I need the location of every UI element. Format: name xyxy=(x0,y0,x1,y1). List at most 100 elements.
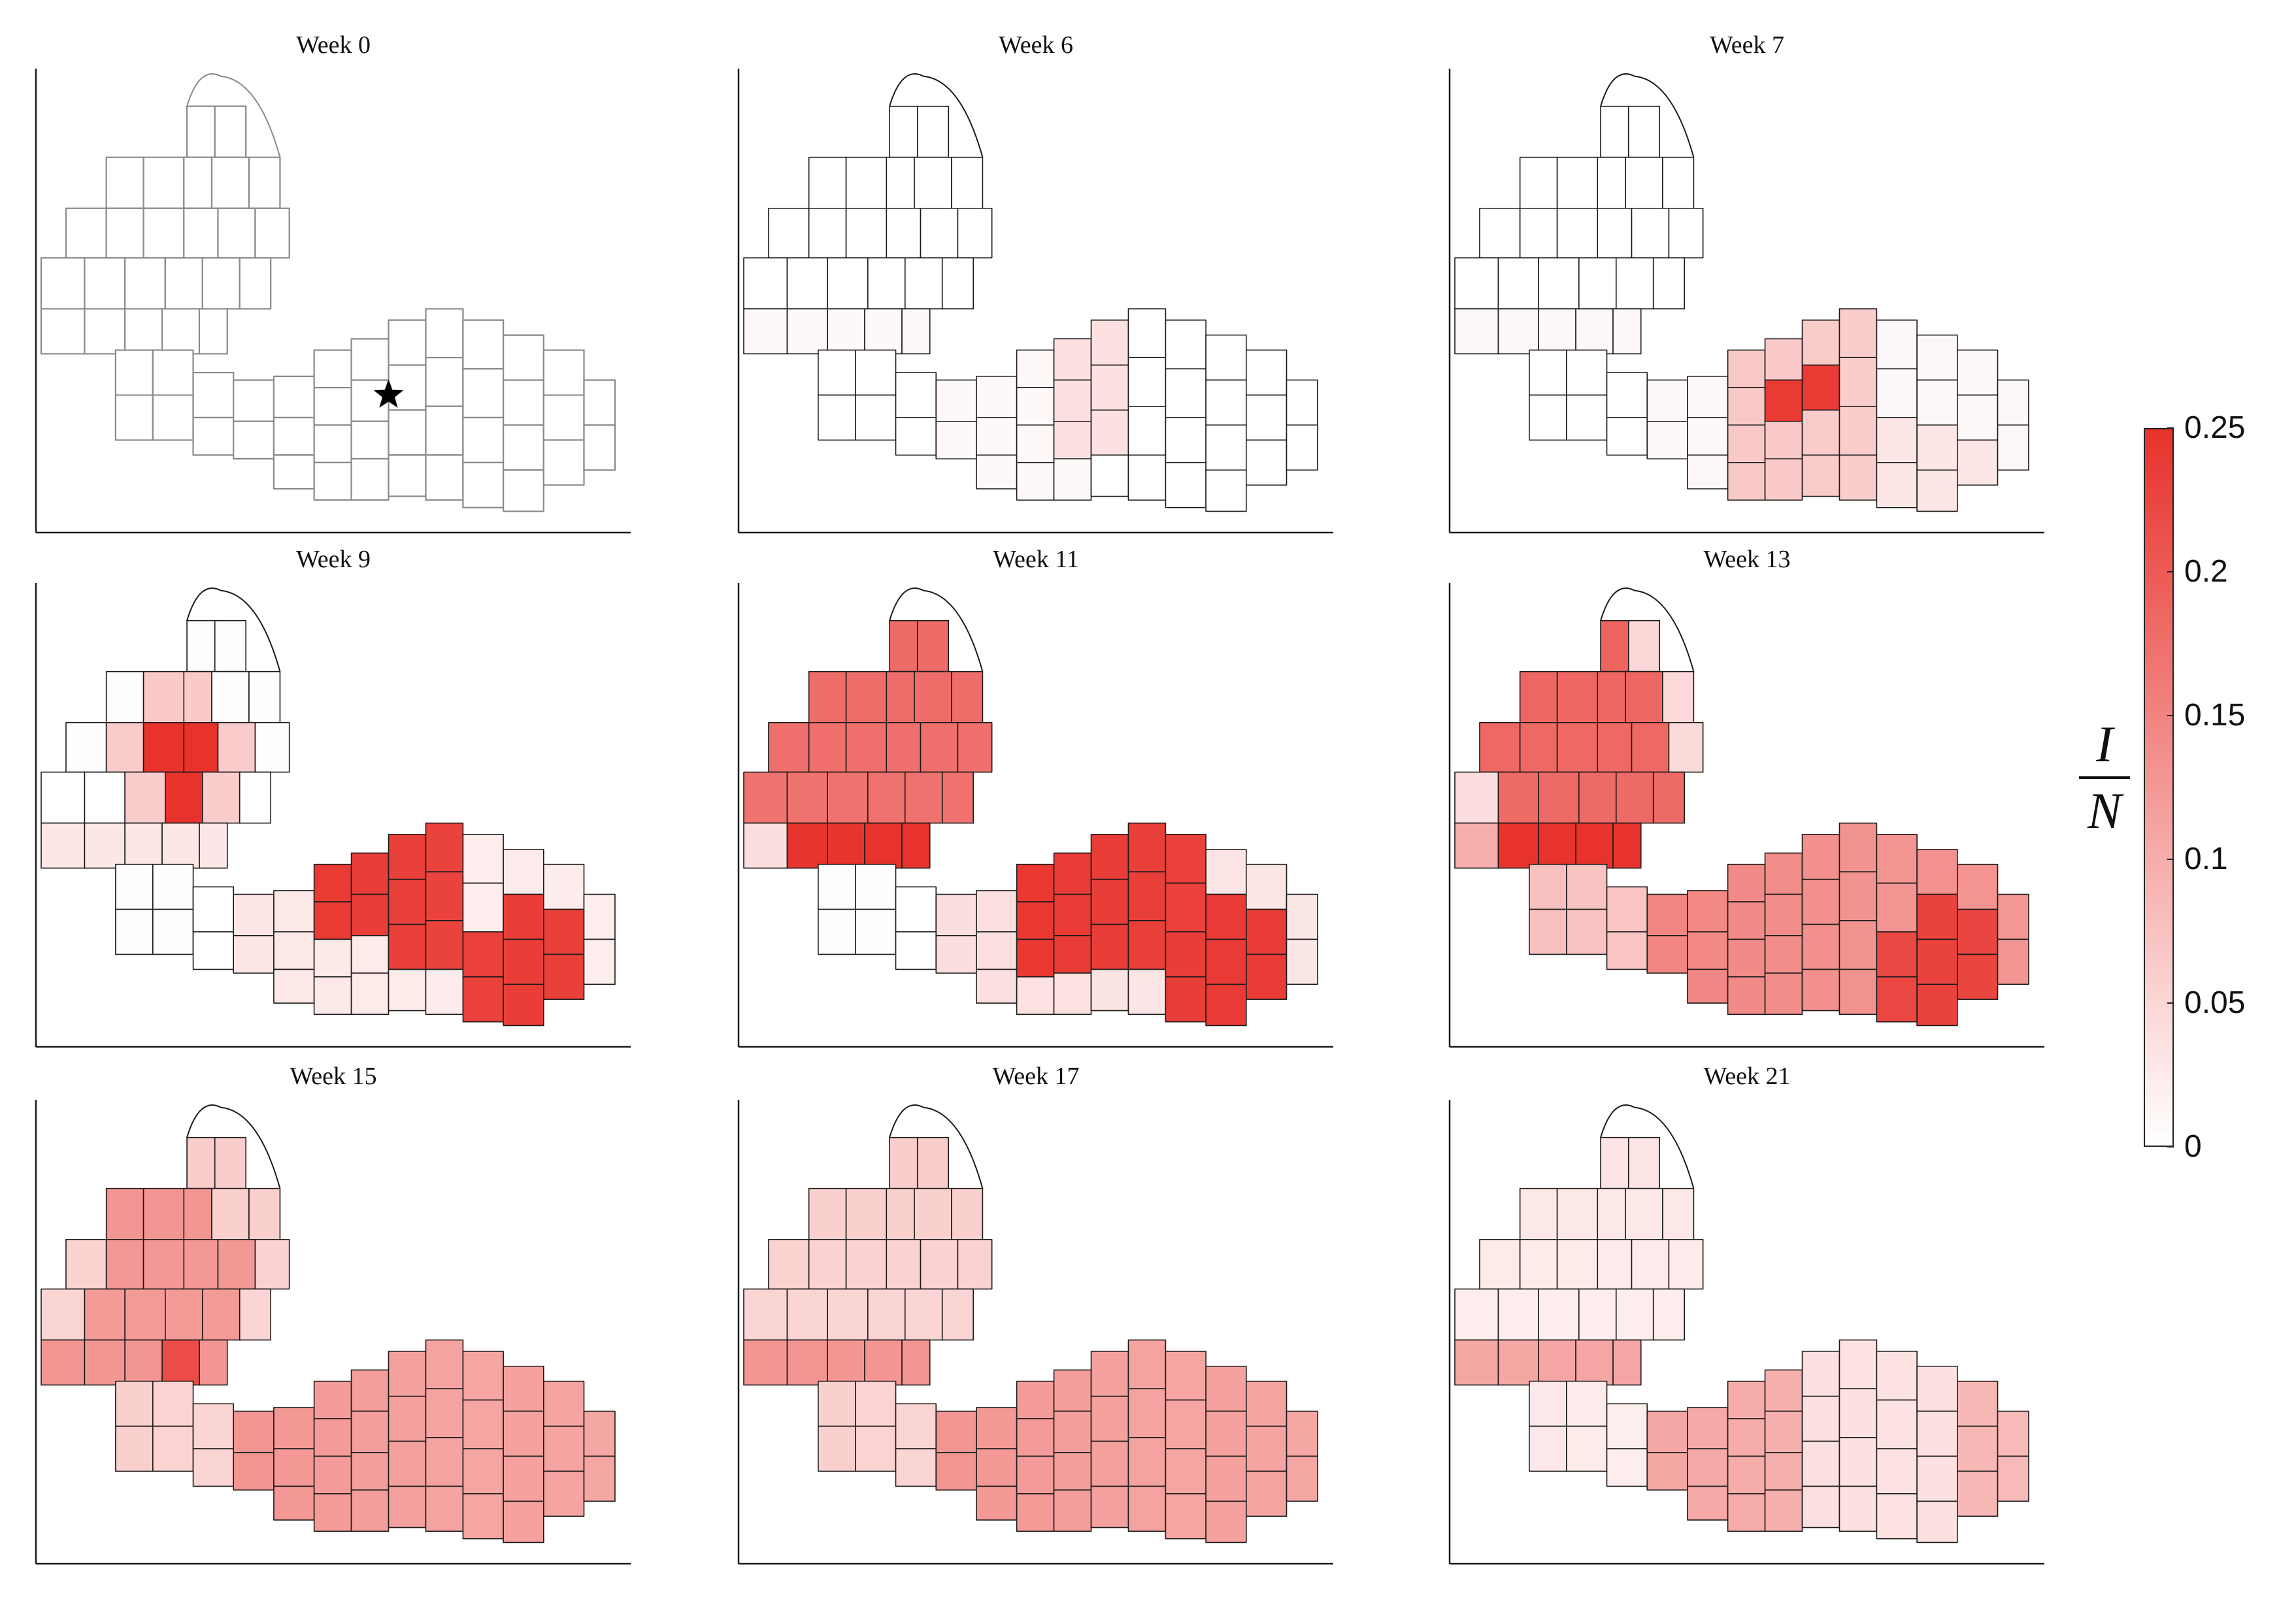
county xyxy=(743,308,788,355)
county xyxy=(845,1187,888,1240)
county xyxy=(1957,439,1999,486)
county xyxy=(1205,848,1247,895)
county-map xyxy=(737,583,1333,1048)
county xyxy=(313,938,352,978)
county xyxy=(273,375,315,419)
county xyxy=(1876,931,1918,978)
county xyxy=(583,1455,616,1502)
county xyxy=(183,1187,212,1240)
county xyxy=(768,207,810,259)
county xyxy=(105,721,144,773)
county xyxy=(543,953,585,1000)
county xyxy=(115,1380,154,1427)
county xyxy=(583,424,616,471)
county xyxy=(425,1485,464,1532)
county xyxy=(1957,953,1999,1000)
county xyxy=(1519,721,1558,773)
county xyxy=(1876,1399,1918,1449)
county xyxy=(743,822,788,869)
county xyxy=(388,833,427,880)
county xyxy=(1876,1493,1918,1540)
county xyxy=(503,424,544,471)
county xyxy=(313,1418,352,1457)
county xyxy=(183,207,219,259)
county xyxy=(1600,1136,1629,1189)
county xyxy=(1727,1493,1766,1532)
county xyxy=(114,394,154,441)
county xyxy=(583,379,616,426)
county-map xyxy=(1448,1100,2044,1565)
county xyxy=(1090,409,1129,456)
county xyxy=(1612,308,1642,355)
county xyxy=(503,469,544,512)
county xyxy=(124,308,163,355)
colorbar-tick-label: 0.05 xyxy=(2184,985,2246,1020)
county xyxy=(1687,376,1729,418)
county xyxy=(1090,1440,1129,1487)
county xyxy=(248,1187,281,1240)
county xyxy=(808,1238,847,1290)
county xyxy=(115,1425,154,1472)
county xyxy=(1764,1369,1803,1412)
county xyxy=(543,908,585,955)
colorbar-tick-label: 0.25 xyxy=(2184,410,2246,445)
county xyxy=(84,257,126,310)
county xyxy=(273,1485,315,1521)
county xyxy=(462,1493,504,1540)
county xyxy=(1727,424,1766,463)
county xyxy=(1519,670,1558,723)
county xyxy=(1205,1455,1247,1502)
county xyxy=(1053,1369,1092,1412)
county xyxy=(1286,938,1318,985)
county xyxy=(976,890,1018,933)
county xyxy=(1801,1395,1840,1442)
county xyxy=(1687,1448,1729,1487)
county xyxy=(1454,771,1499,824)
county xyxy=(904,1288,943,1341)
county xyxy=(1916,1500,1958,1543)
county xyxy=(1838,968,1878,1015)
county xyxy=(273,890,315,933)
county xyxy=(1479,1238,1521,1290)
county xyxy=(388,923,427,970)
county xyxy=(239,1288,271,1341)
county xyxy=(105,156,144,209)
county xyxy=(886,156,915,209)
county xyxy=(1127,454,1167,501)
county xyxy=(1165,833,1206,884)
county xyxy=(1631,721,1670,773)
county xyxy=(1646,934,1688,974)
county xyxy=(1497,1288,1539,1341)
colorbar-tick-label: 0.2 xyxy=(2184,554,2228,589)
county xyxy=(142,1187,185,1240)
county xyxy=(786,1288,828,1341)
county xyxy=(1205,1500,1247,1543)
county xyxy=(503,848,544,895)
county xyxy=(957,721,993,773)
county xyxy=(1454,257,1499,310)
county xyxy=(503,893,544,940)
county xyxy=(786,822,828,869)
county xyxy=(1246,1470,1288,1517)
coastline xyxy=(1600,587,1695,672)
county xyxy=(1687,968,1729,1004)
county xyxy=(1668,207,1704,259)
county xyxy=(1246,349,1288,396)
county xyxy=(1127,871,1167,921)
panel-title: Week 7 xyxy=(1709,31,1785,59)
county xyxy=(901,1339,931,1386)
county-map xyxy=(737,1100,1333,1565)
county xyxy=(1997,938,2029,985)
county xyxy=(1205,938,1247,985)
county xyxy=(233,1410,275,1453)
county xyxy=(1454,1339,1499,1386)
county xyxy=(350,852,390,895)
county xyxy=(1016,901,1055,940)
county xyxy=(1454,1288,1499,1341)
county xyxy=(388,409,427,456)
county xyxy=(350,338,390,381)
county xyxy=(1090,833,1129,880)
county xyxy=(1801,878,1840,925)
county xyxy=(84,822,125,869)
county xyxy=(583,893,616,940)
